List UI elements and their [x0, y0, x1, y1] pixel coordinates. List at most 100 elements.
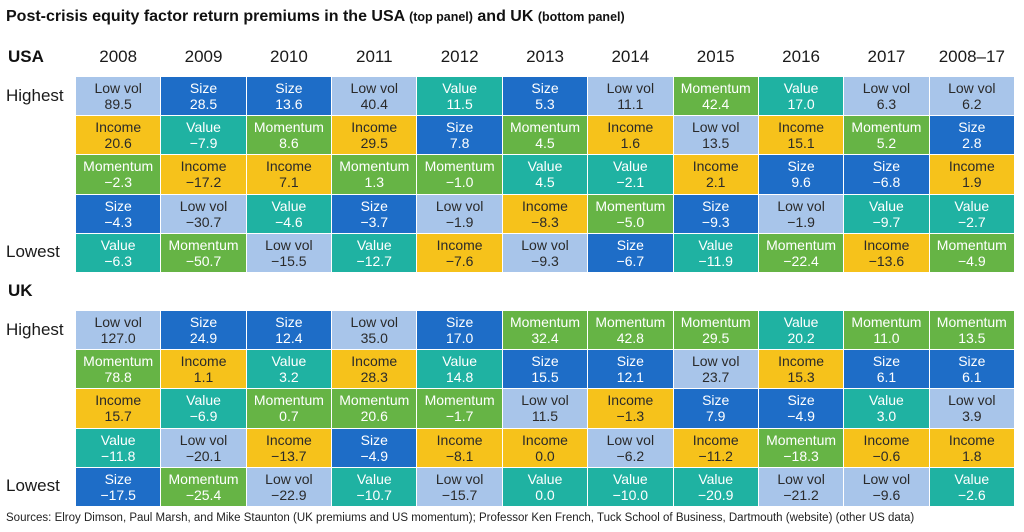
factor-cell: Size −9.3 — [673, 194, 758, 233]
factor-cell: Size 13.6 — [246, 77, 332, 116]
factor-name: Low vol — [265, 470, 313, 487]
factor-premium-value: −2.6 — [957, 486, 986, 503]
factor-name: Income — [522, 431, 568, 448]
factor-name: Value — [271, 197, 307, 214]
factor-name: Income — [95, 119, 142, 136]
factor-premium-value: 11.0 — [873, 330, 900, 347]
factor-name: Income — [692, 431, 739, 448]
period-header: 2013 — [526, 47, 564, 66]
factor-premium-value: −1.3 — [616, 408, 645, 425]
factor-name: Momentum — [253, 119, 324, 136]
factor-name: Momentum — [168, 470, 239, 487]
factor-name: Value — [100, 431, 136, 448]
factor-premium-value: −6.8 — [872, 174, 901, 191]
factor-premium-value: 20.6 — [104, 135, 132, 152]
factor-name: Size — [872, 353, 901, 370]
factor-cell: Momentum −1.0 — [417, 155, 502, 194]
factor-name: Low vol — [94, 314, 142, 331]
factor-premium-value: −25.4 — [185, 486, 222, 503]
factor-cell: Value −12.7 — [332, 233, 417, 272]
factor-cell: Value −9.7 — [844, 194, 929, 233]
period-header: 2012 — [440, 47, 479, 66]
factor-cell: Size −6.7 — [588, 233, 673, 272]
factor-name: Momentum — [509, 314, 580, 331]
factor-premium-value: 1.6 — [620, 135, 641, 152]
factor-cell: Low vol 6.3 — [844, 77, 929, 116]
factor-premium-value: −4.6 — [275, 213, 303, 230]
factor-name: Size — [958, 353, 986, 370]
factor-premium-value: 13.5 — [958, 330, 986, 347]
usa-factor-table: Low vol 89.5 Income 20.6 Momentum −2.3 Size −4.… — [76, 77, 1014, 272]
factor-name: Momentum — [339, 392, 410, 409]
factor-premium-value: −30.7 — [185, 213, 222, 230]
factor-name: Low vol — [435, 470, 484, 487]
factor-cell: Momentum 29.5 — [673, 311, 758, 350]
factor-cell: Size 7.8 — [417, 116, 502, 155]
factor-name: Low vol — [691, 119, 740, 136]
factor-name: Size — [958, 119, 986, 136]
factor-cell: Low vol −15.5 — [246, 233, 332, 272]
factor-name: Value — [783, 80, 819, 97]
factor-name: Low vol — [777, 470, 825, 487]
factor-premium-value: 1.3 — [364, 174, 384, 191]
factor-cell: Income 1.1 — [161, 350, 246, 389]
factor-premium-value: 6.3 — [876, 96, 897, 113]
factor-cell: Value −2.1 — [588, 155, 673, 194]
factor-premium-value: −7.6 — [445, 252, 474, 269]
factor-name: Momentum — [424, 392, 495, 409]
factor-premium-value: 5.2 — [876, 135, 897, 152]
factor-cell: Value −6.3 — [76, 233, 161, 272]
factor-premium-value: −3.7 — [360, 213, 389, 230]
factor-name: Momentum — [424, 158, 495, 175]
factor-name: Momentum — [168, 236, 239, 253]
factor-name: Low vol — [606, 80, 655, 97]
factor-name: Size — [275, 80, 303, 97]
factor-cell: Size −4.9 — [758, 389, 844, 428]
title-join: and UK — [477, 8, 534, 25]
factor-premium-value: −13.6 — [868, 252, 905, 269]
factor-cell: Size 17.0 — [417, 311, 502, 350]
factor-premium-value: 28.5 — [189, 96, 218, 113]
factor-premium-value: 4.5 — [535, 135, 555, 152]
factor-name: Income — [778, 353, 825, 370]
factor-name: Value — [527, 158, 563, 175]
factor-premium-value: −9.6 — [872, 486, 901, 503]
factor-cell: Value 11.5 — [417, 77, 502, 116]
factor-name: Size — [275, 314, 303, 331]
factor-premium-value: 35.0 — [360, 330, 388, 347]
factor-cell: Value −10.0 — [588, 467, 673, 506]
factor-cell: Income 20.6 — [76, 116, 161, 155]
factor-premium-value: −15.5 — [271, 252, 307, 269]
factor-cell: Value 4.5 — [502, 155, 588, 194]
factor-premium-value: −6.3 — [104, 252, 132, 269]
factor-cell: Momentum 5.2 — [844, 116, 929, 155]
factor-name: Momentum — [83, 158, 154, 175]
factor-cell: Low vol 13.5 — [673, 116, 758, 155]
factor-cell: Size 24.9 — [161, 311, 246, 350]
factor-cell: Low vol 3.9 — [929, 389, 1014, 428]
factor-premium-value: 1.9 — [962, 174, 982, 191]
factor-cell: Size −17.5 — [76, 467, 161, 506]
factor-cell: Momentum 4.5 — [502, 116, 588, 155]
factor-name: Income — [436, 431, 483, 448]
factor-cell: Low vol −1.9 — [758, 194, 844, 233]
factor-cell: Value −6.9 — [161, 389, 246, 428]
factor-premium-value: −22.4 — [783, 252, 819, 269]
factor-premium-value: 15.3 — [787, 369, 815, 386]
factor-cell: Income 1.6 — [588, 116, 673, 155]
factor-name: Value — [100, 236, 136, 253]
factor-premium-value: 17.0 — [446, 330, 474, 347]
factor-cell: Low vol 40.4 — [332, 77, 417, 116]
factor-name: Income — [180, 353, 227, 370]
factor-name: Value — [356, 236, 392, 253]
factor-premium-value: 9.6 — [791, 174, 811, 191]
factor-name: Value — [869, 197, 904, 214]
factor-cell: Momentum 8.6 — [246, 116, 332, 155]
period-header: 2015 — [696, 47, 735, 66]
factor-name: Size — [189, 80, 218, 97]
factor-name: Size — [787, 392, 815, 409]
factor-name: Income — [180, 158, 227, 175]
factor-cell: Income 15.1 — [758, 116, 844, 155]
factor-premium-value: −4.9 — [360, 447, 389, 464]
factor-name: Income — [351, 119, 398, 136]
